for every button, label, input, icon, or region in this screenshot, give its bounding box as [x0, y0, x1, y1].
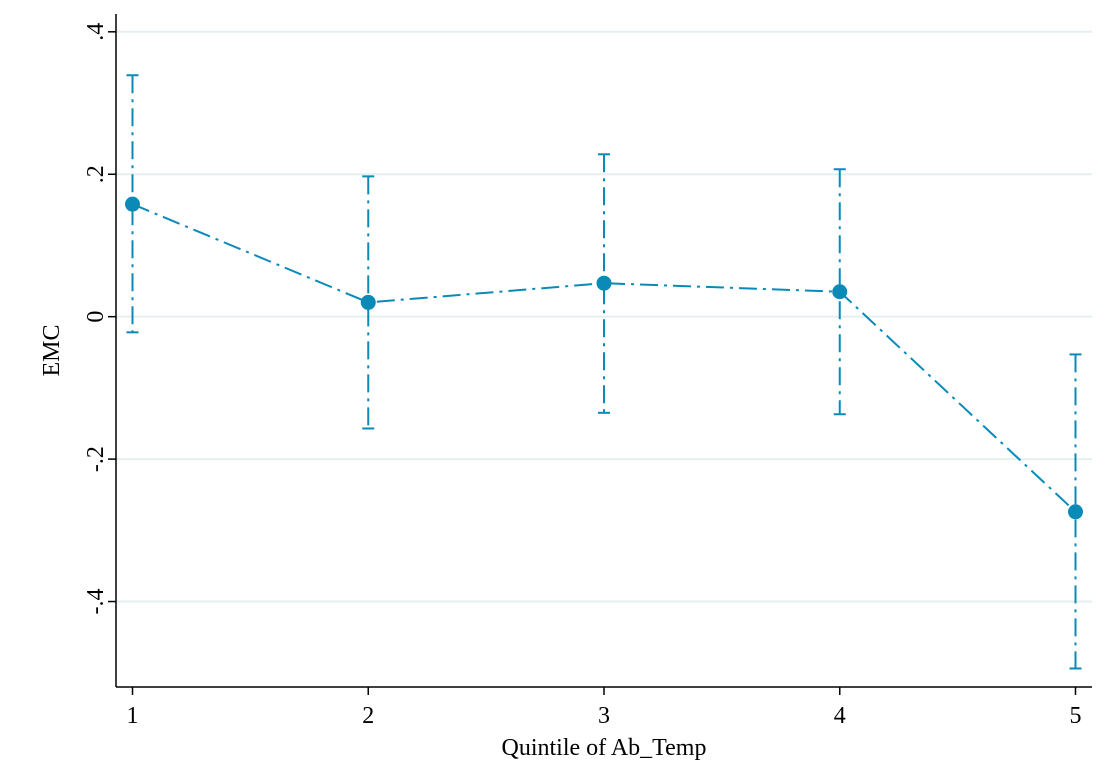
- axes: [115, 14, 1092, 688]
- error-bars: [126, 74, 1082, 670]
- y-axis-title: EMC: [39, 324, 65, 376]
- data-point: [125, 196, 141, 212]
- data-point: [360, 294, 376, 310]
- x-tick-label: 2: [362, 703, 374, 729]
- data-points: [125, 196, 1083, 520]
- y-ticks: -.4 -.2 0 .2 .4: [83, 23, 116, 615]
- x-tick-label: 3: [598, 703, 610, 729]
- y-tick-label: .4: [83, 23, 109, 41]
- y-tick-label: -.2: [83, 446, 109, 472]
- data-point: [1067, 504, 1083, 520]
- y-tick-label: -.4: [83, 589, 109, 615]
- x-axis-title: Quintile of Ab_Temp: [502, 735, 707, 761]
- x-tick-label: 1: [127, 703, 139, 729]
- data-point: [596, 275, 612, 291]
- gridlines: [116, 30, 1092, 603]
- y-tick-label: .2: [83, 165, 109, 183]
- data-point: [832, 284, 848, 300]
- series-line-path: [132, 203, 1077, 513]
- x-ticks: 1 2 3 4 5: [127, 687, 1081, 729]
- y-tick-label: 0: [83, 311, 109, 323]
- series-line: [132, 203, 1077, 513]
- x-tick-label: 4: [834, 703, 846, 729]
- x-tick-label: 5: [1069, 703, 1081, 729]
